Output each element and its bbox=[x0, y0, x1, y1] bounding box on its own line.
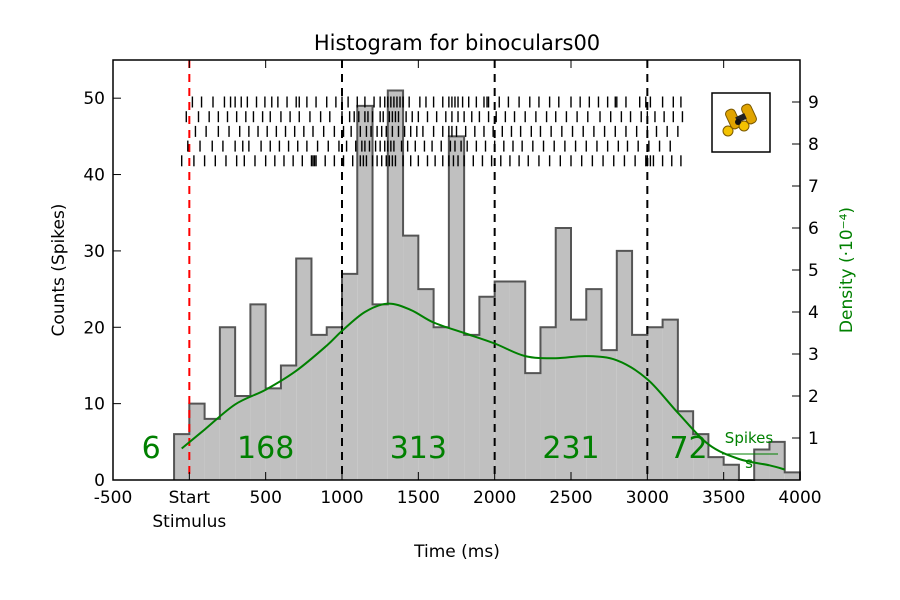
epoch-count: 168 bbox=[237, 431, 294, 466]
rate-unit-numerator: Spikes bbox=[725, 429, 774, 447]
x-tick-label: 3500 bbox=[702, 488, 745, 508]
y2-axis-ticks: 1 2 3 4 5 6 7 8 9 bbox=[792, 93, 819, 449]
y-tick-label: 30 bbox=[83, 242, 105, 262]
y2-tick-label: 4 bbox=[808, 303, 819, 323]
histogram-bar bbox=[235, 396, 251, 480]
x-axis-ticks: -500 Start 500 1000 1500 2000 2500 3000 3500 4000… bbox=[94, 60, 822, 532]
epoch-count: 231 bbox=[542, 431, 599, 466]
histogram-bars bbox=[173, 89, 801, 481]
y2-axis-label: Density (·10⁻⁴) bbox=[837, 207, 857, 333]
histogram-bar bbox=[433, 327, 449, 480]
chart-title: Histogram for binoculars00 bbox=[314, 31, 600, 55]
histogram-bar bbox=[632, 334, 648, 480]
histogram-bar bbox=[418, 289, 434, 480]
y2-tick-label: 3 bbox=[808, 345, 819, 365]
x-tick-label: -500 bbox=[94, 488, 133, 508]
y2-tick-label: 2 bbox=[808, 387, 819, 407]
x-tick-label: 3000 bbox=[626, 488, 669, 508]
histogram-bar bbox=[464, 334, 480, 480]
x-tick-label: Start bbox=[169, 488, 211, 508]
histogram-bar bbox=[357, 105, 373, 481]
histogram-bar bbox=[296, 258, 312, 480]
x-tick-label: 1000 bbox=[320, 488, 363, 508]
histogram-bar bbox=[326, 327, 342, 480]
y-axis-label: Counts (Spikes) bbox=[49, 204, 69, 337]
y2-tick-label: 5 bbox=[808, 261, 819, 281]
histogram-bar bbox=[265, 388, 281, 480]
histogram-bar bbox=[311, 334, 327, 480]
histogram-bar bbox=[525, 373, 541, 480]
y-tick-label: 0 bbox=[94, 471, 105, 491]
histogram-bar bbox=[342, 273, 358, 480]
histogram-bar bbox=[784, 472, 800, 480]
binoculars-inset bbox=[711, 92, 771, 153]
y2-tick-label: 8 bbox=[808, 135, 819, 155]
rate-unit-denominator: s bbox=[745, 454, 753, 472]
y2-tick-label: 6 bbox=[808, 219, 819, 239]
y-tick-label: 40 bbox=[83, 166, 105, 186]
histogram-bar bbox=[677, 411, 694, 480]
histogram-bar bbox=[403, 235, 419, 480]
histogram-bar bbox=[189, 403, 205, 480]
epoch-count: 313 bbox=[390, 431, 447, 466]
histogram-bar bbox=[708, 457, 724, 480]
spike-raster bbox=[180, 96, 684, 167]
histogram-bar bbox=[616, 250, 633, 480]
histogram-bar bbox=[555, 228, 571, 480]
binoculars-icon bbox=[722, 103, 757, 137]
y-tick-label: 10 bbox=[83, 395, 105, 415]
histogram-bar bbox=[586, 289, 602, 480]
histogram-bar bbox=[174, 434, 190, 480]
y2-tick-label: 9 bbox=[808, 93, 819, 113]
histogram-bar bbox=[571, 319, 587, 480]
epoch-counts: 6 168 313 231 72 bbox=[142, 431, 708, 466]
y-tick-label: 50 bbox=[83, 89, 105, 109]
histogram-bar bbox=[723, 464, 739, 480]
x-tick-label: 4000 bbox=[778, 488, 821, 508]
histogram-bar bbox=[219, 327, 236, 480]
histogram-bar bbox=[509, 281, 526, 480]
histogram-bar bbox=[204, 418, 220, 480]
x-tick-label: 2500 bbox=[549, 488, 592, 508]
x-axis-label: Time (ms) bbox=[413, 542, 500, 562]
histogram-bar bbox=[387, 90, 404, 480]
histogram-bar bbox=[280, 365, 297, 480]
epoch-count: 72 bbox=[669, 431, 707, 466]
histogram-bar bbox=[647, 327, 663, 480]
rate-unit-label: Spikes s bbox=[722, 429, 778, 472]
histogram-bar bbox=[448, 136, 465, 480]
histogram-bar bbox=[372, 304, 388, 480]
y-tick-label: 20 bbox=[83, 318, 105, 338]
density-curve bbox=[181, 302, 786, 471]
x-tick-label: 1500 bbox=[397, 488, 440, 508]
x-tick-label: 500 bbox=[249, 488, 281, 508]
histogram-bar bbox=[662, 319, 678, 480]
histogram-bar bbox=[494, 281, 510, 480]
y2-tick-label: 7 bbox=[808, 177, 819, 197]
x-tick-label: 2000 bbox=[473, 488, 516, 508]
x-tick-sublabel: Stimulus bbox=[152, 512, 226, 532]
epoch-count: 6 bbox=[142, 431, 161, 466]
histogram-bar bbox=[479, 296, 495, 480]
y-axis-ticks: 0 10 20 30 40 50 bbox=[83, 89, 121, 491]
histogram-bar bbox=[769, 441, 785, 480]
histogram-bar bbox=[693, 434, 709, 480]
y2-tick-label: 1 bbox=[808, 429, 819, 449]
histogram-bar bbox=[601, 350, 617, 480]
histogram-bar bbox=[540, 327, 556, 480]
histogram-bar bbox=[250, 304, 266, 480]
